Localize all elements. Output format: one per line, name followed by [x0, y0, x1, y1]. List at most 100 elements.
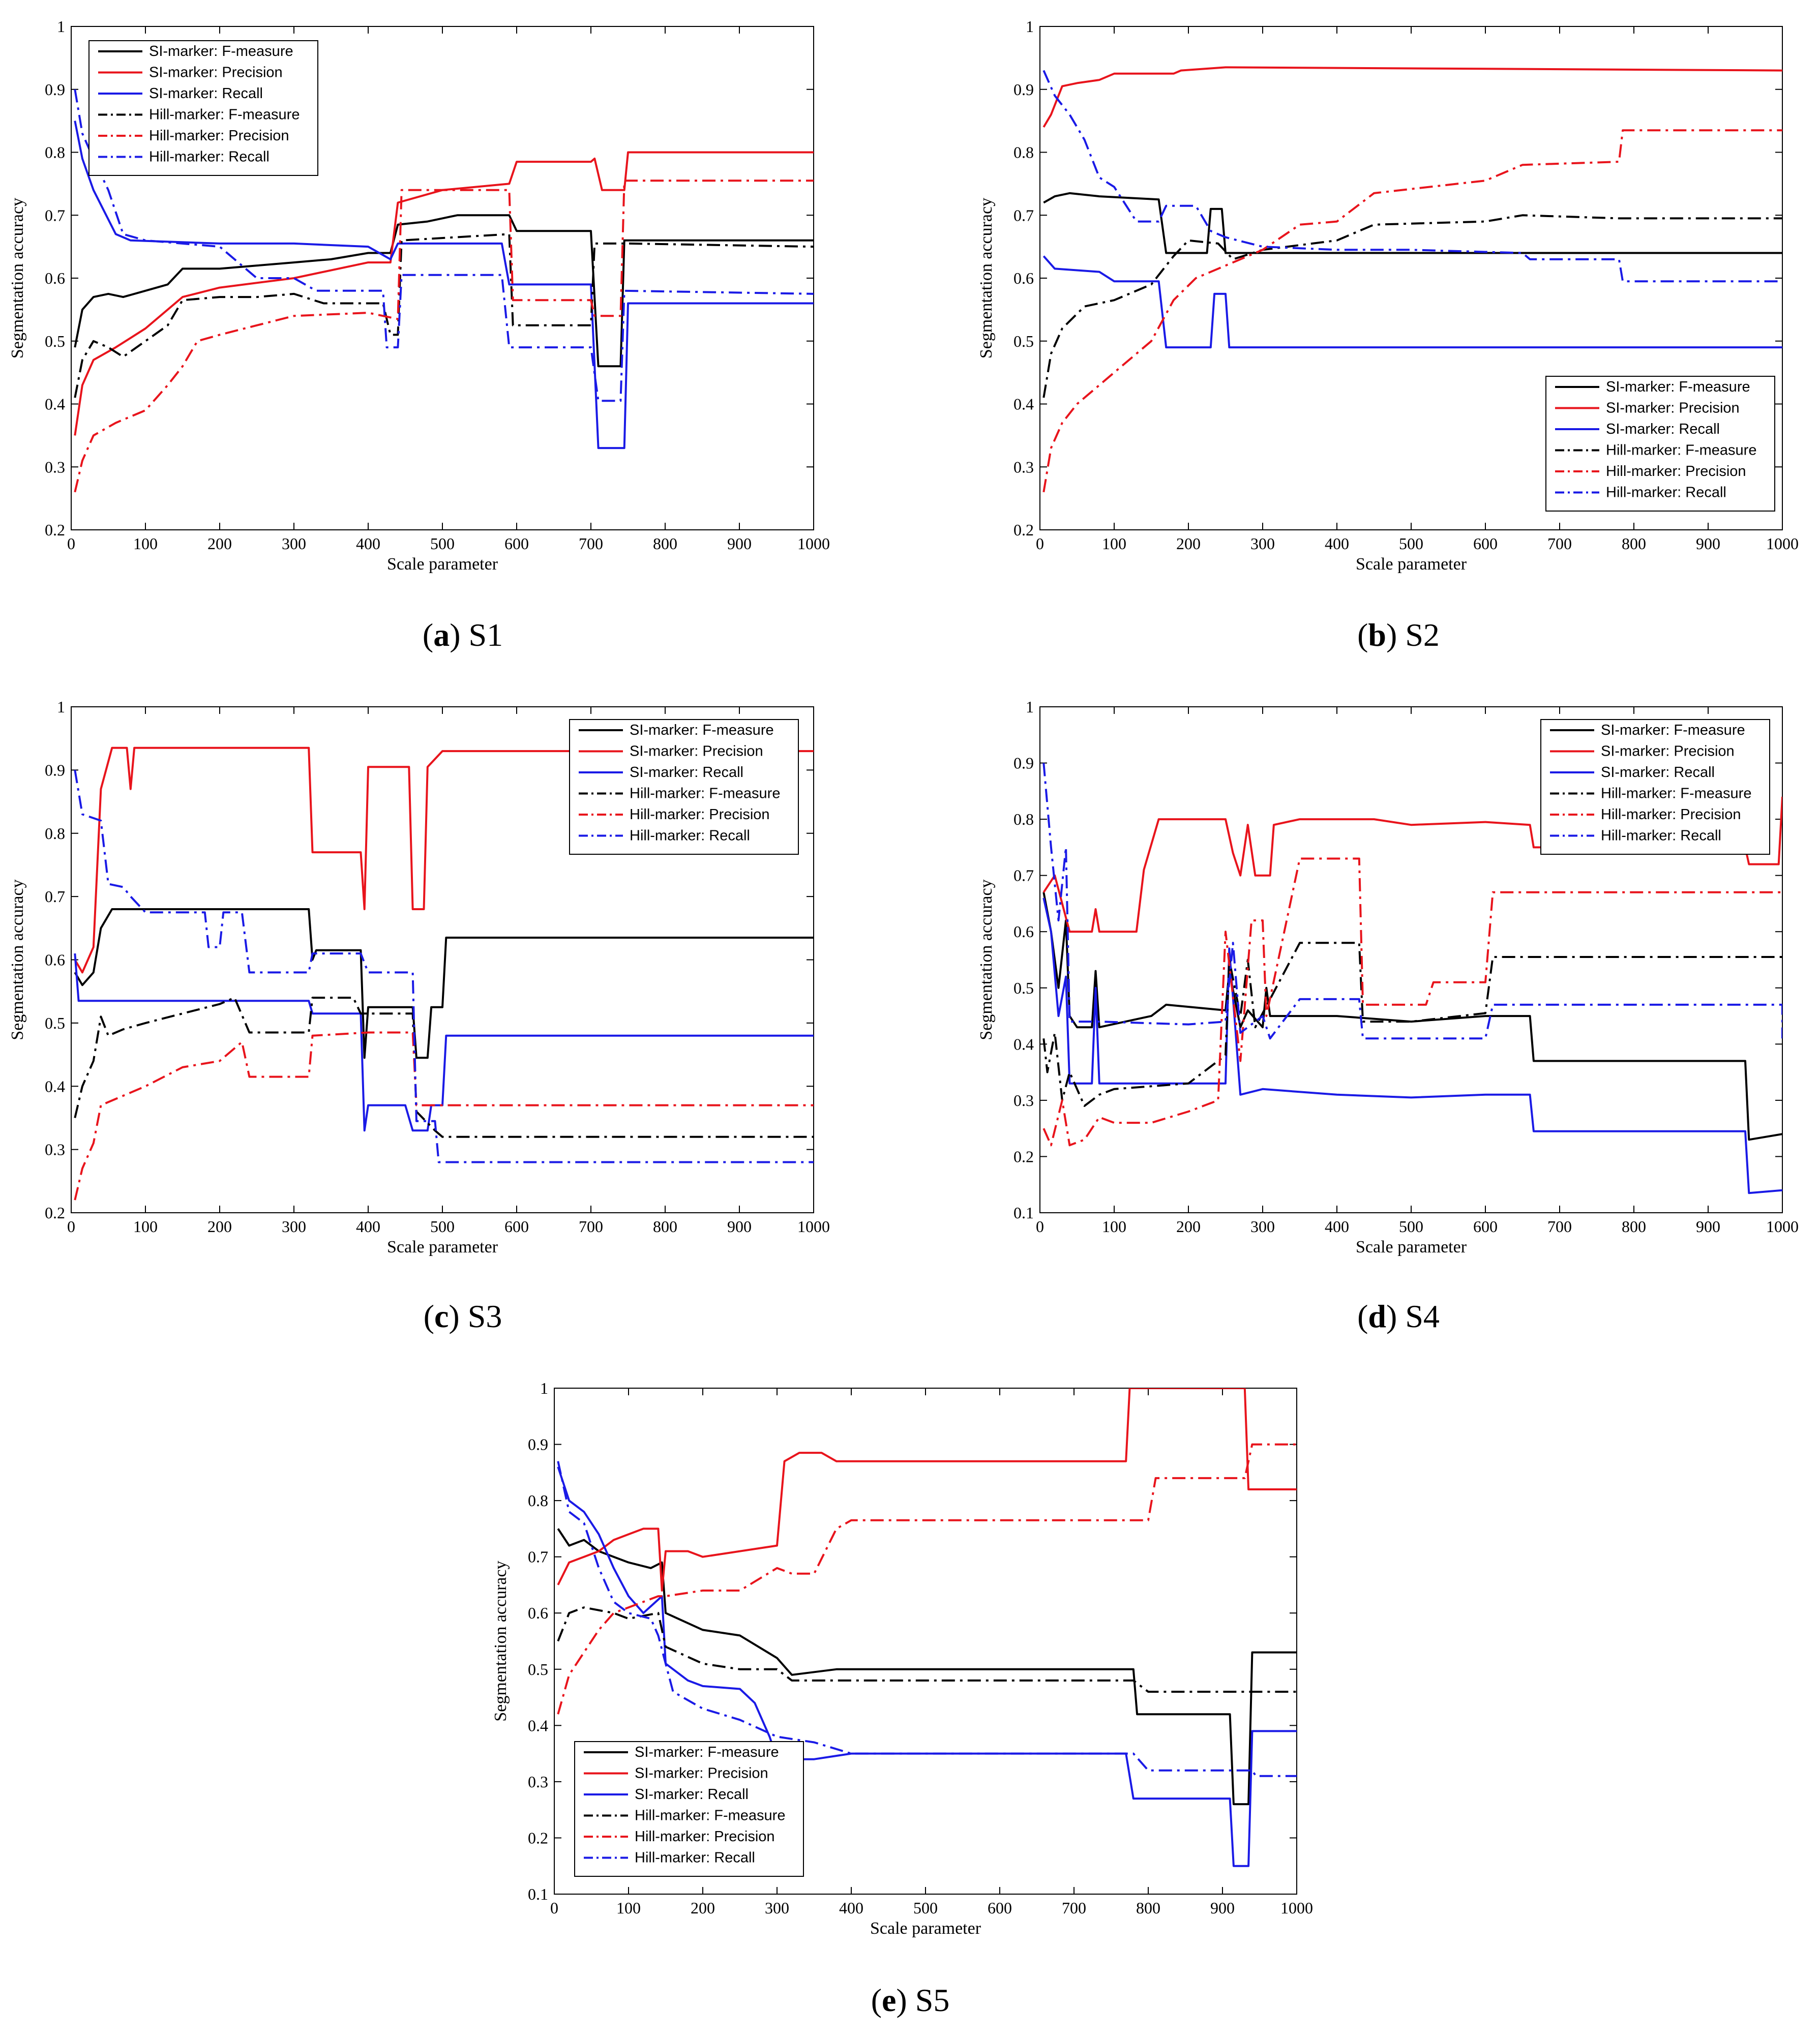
y-tick-label: 0.4: [528, 1716, 548, 1734]
series-line-si-marker-recall: [1042, 255, 1782, 349]
y-tick-label: 0.9: [528, 1435, 548, 1454]
legend-label: Hill-marker: F-measure: [635, 1808, 785, 1824]
y-tick-label: 0.5: [1013, 332, 1034, 350]
legend-label: Hill-marker: Precision: [149, 128, 289, 144]
series-line-si-marker-f-measure: [1043, 192, 1782, 254]
subfigure-caption: (d) S4: [1357, 1298, 1440, 1334]
x-tick-label: 800: [653, 534, 677, 553]
legend-label: Hill-marker: F-measure: [1606, 442, 1756, 459]
caption-paren-open: (: [423, 617, 433, 653]
y-tick-label: 1: [57, 17, 65, 36]
caption-letter: c: [434, 1298, 449, 1334]
legend-box: [574, 1741, 804, 1877]
legend-label: Hill-marker: Recall: [1606, 485, 1726, 501]
caption-letter: a: [433, 617, 450, 653]
x-tick-label: 400: [839, 1899, 863, 1917]
legend-label: SI-marker: Precision: [1606, 400, 1740, 416]
chart-S4: 0 100 200 300 400 500 600 700 800 900 1000 0.1 0.2 0.…: [977, 698, 1799, 1334]
caption-paren-close: ): [896, 1982, 915, 2018]
x-tick-label: 100: [133, 534, 158, 553]
x-tick-label: 900: [1696, 1217, 1720, 1236]
y-tick-label: 0.3: [528, 1773, 548, 1791]
y-axis-title: Segmentation accuracy: [977, 198, 996, 358]
y-tick-label: 0.9: [45, 761, 65, 779]
series-lines: [1042, 763, 1782, 1194]
series-line-si-marker-f-measure: [74, 908, 814, 1059]
caption-paren-open: (: [1357, 617, 1368, 653]
x-tick-label: 600: [988, 1899, 1012, 1917]
x-axis-title: Scale parameter: [870, 1919, 981, 1938]
x-tick-label: 0: [67, 1217, 75, 1236]
y-tick-label: 0.9: [1013, 754, 1034, 772]
series-line-hill-marker-recall: [74, 770, 814, 1163]
series-line-si-marker-recall: [557, 1466, 1297, 1867]
chart-S5: 0 100 200 300 400 500 600 700 800 900 1000 0.1 0.2 0.…: [491, 1379, 1313, 2018]
series-line-hill-marker-f-measure: [1042, 214, 1782, 398]
y-axis-title: Segmentation accuracy: [8, 198, 27, 358]
legend-label: SI-marker: Recall: [635, 1786, 749, 1803]
x-tick-label: 500: [913, 1899, 938, 1917]
legend-label: SI-marker: F-measure: [635, 1744, 779, 1760]
x-axis-title: Scale parameter: [1356, 1238, 1467, 1256]
y-tick-label: 0.8: [45, 824, 65, 843]
series-lines: [557, 1388, 1297, 1867]
legend-label: SI-marker: Recall: [149, 85, 263, 102]
caption-name: S3: [468, 1298, 502, 1334]
legend: SI-marker: F-measure SI-marker: Precision…: [88, 40, 318, 176]
series-line-si-marker-recall: [1042, 897, 1782, 1194]
x-axis-title: Scale parameter: [1356, 555, 1467, 574]
legend-label: Hill-marker: Precision: [1601, 806, 1741, 823]
x-tick-label: 700: [1547, 1217, 1572, 1236]
x-tick-label: 300: [765, 1899, 789, 1917]
y-tick-label: 0.4: [45, 395, 65, 413]
series-line-si-marker-f-measure: [557, 1528, 1297, 1806]
series-line-hill-marker-precision: [74, 179, 814, 493]
legend-label: Hill-marker: Recall: [630, 828, 750, 844]
legend-label: Hill-marker: F-measure: [630, 786, 780, 802]
x-tick-label: 300: [1250, 1217, 1275, 1236]
y-tick-label: 0.5: [1013, 979, 1034, 997]
legend-box: [88, 40, 318, 176]
legend-box: [1540, 719, 1770, 855]
legend-label: Hill-marker: F-measure: [1601, 786, 1751, 802]
x-tick-label: 0: [550, 1899, 558, 1917]
x-tick-label: 100: [616, 1899, 641, 1917]
x-tick-label: 200: [207, 1217, 232, 1236]
series-line-hill-marker-precision: [1042, 129, 1782, 493]
y-tick-label: 0.7: [1013, 866, 1034, 885]
x-tick-label: 200: [1176, 534, 1201, 553]
subfigure-caption: (c) S3: [424, 1298, 502, 1334]
x-tick-label: 600: [504, 534, 529, 553]
y-tick-label: 0.5: [45, 332, 65, 350]
y-tick-label: 0.6: [528, 1604, 548, 1622]
x-tick-label: 900: [1210, 1899, 1235, 1917]
legend-label: SI-marker: F-measure: [1606, 379, 1750, 395]
x-tick-label: 700: [579, 534, 603, 553]
x-tick-label: 600: [1473, 534, 1498, 553]
legend-label: Hill-marker: Recall: [149, 149, 270, 165]
series-line-si-marker-precision: [557, 1388, 1297, 1592]
y-tick-label: 0.3: [1013, 1091, 1034, 1110]
x-tick-label: 1000: [797, 1217, 830, 1236]
legend-label: SI-marker: Recall: [630, 764, 743, 781]
subfigure-caption: (a) S1: [423, 617, 503, 653]
series-line-si-marker-precision: [1042, 66, 1782, 128]
x-tick-label: 600: [1473, 1217, 1498, 1236]
series-line-hill-marker-recall: [1042, 763, 1782, 1040]
caption-paren-close: ): [1386, 617, 1405, 653]
y-axis-title: Segmentation accuracy: [491, 1561, 510, 1721]
y-tick-label: 0.3: [45, 1141, 65, 1159]
y-tick-label: 0.6: [45, 951, 65, 969]
series-line-hill-marker-precision: [74, 1031, 814, 1201]
series-line-si-marker-recall: [74, 121, 814, 450]
x-axis-title: Scale parameter: [387, 1238, 498, 1256]
x-tick-label: 0: [1036, 1217, 1044, 1236]
legend-label: Hill-marker: F-measure: [149, 107, 300, 123]
x-tick-label: 300: [282, 1217, 306, 1236]
legend-box: [569, 719, 799, 855]
x-tick-label: 900: [1696, 534, 1720, 553]
caption-paren-close: ): [449, 1298, 467, 1334]
y-tick-label: 0.4: [45, 1077, 65, 1095]
y-tick-label: 0.2: [45, 1204, 65, 1222]
y-axis-title: Segmentation accuracy: [977, 879, 996, 1040]
